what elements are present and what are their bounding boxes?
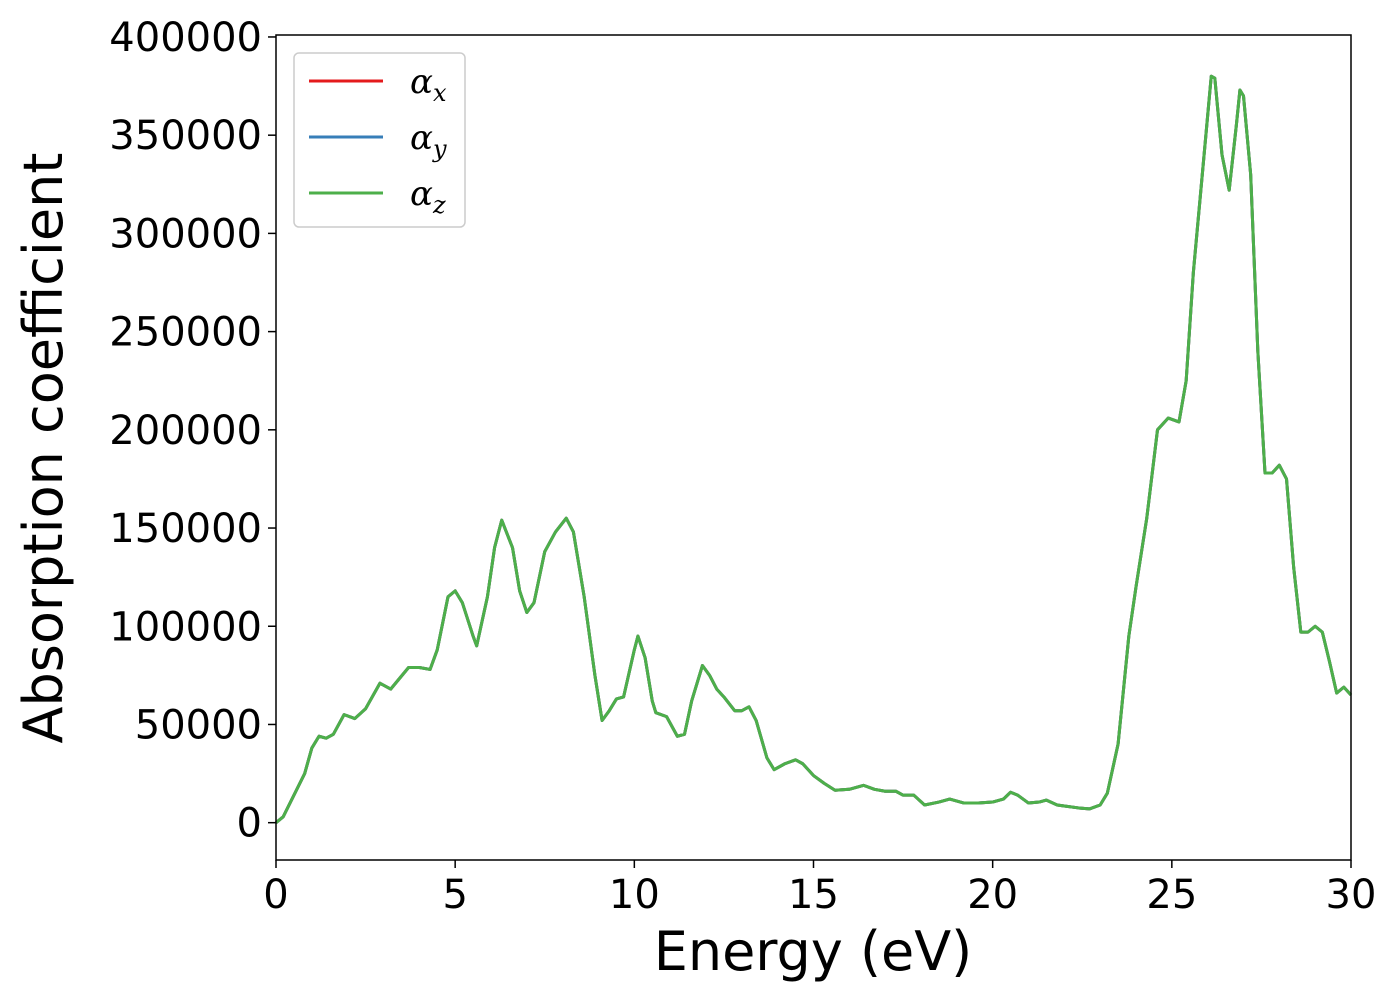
y-tick-label: 0 <box>237 801 262 847</box>
y-tick-label: 400000 <box>109 15 262 61</box>
x-tick-label: 20 <box>967 872 1018 918</box>
x-tick-label: 10 <box>609 872 660 918</box>
y-axis-label: Absorption coefficient <box>12 153 75 744</box>
plot-frame <box>275 34 1352 861</box>
y-tick-label: 50000 <box>135 702 262 748</box>
legend-box <box>293 52 466 228</box>
legend-subscript: x <box>433 79 447 107</box>
y-tick-label: 300000 <box>109 211 262 257</box>
y-tick-label: 150000 <box>109 506 262 552</box>
x-tick-label: 30 <box>1326 872 1377 918</box>
y-tick-label: 200000 <box>109 408 262 454</box>
x-tick-label: 0 <box>263 872 288 918</box>
data-line <box>275 74 1353 824</box>
y-tick-label: 350000 <box>109 113 262 159</box>
y-tick-label: 250000 <box>109 310 262 356</box>
y-tick-label: 100000 <box>109 604 262 650</box>
x-axis-label: Energy (eV) <box>654 920 973 983</box>
legend-subscript: y <box>432 135 447 163</box>
x-tick-label: 25 <box>1146 872 1197 918</box>
x-tick-label: 15 <box>788 872 839 918</box>
legend-subscript: z <box>432 191 446 219</box>
x-tick-label: 5 <box>442 872 467 918</box>
